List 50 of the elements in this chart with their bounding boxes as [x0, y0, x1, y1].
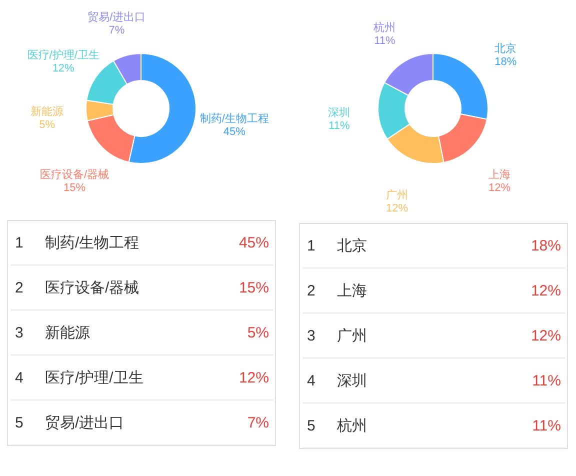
slice-label: 新能源 [30, 105, 64, 118]
category-label: 贸易/进出口 [45, 414, 124, 432]
text: 12% [238, 370, 269, 386]
slice-label: 贸易/进出口 [88, 10, 146, 24]
text: 2 [15, 280, 24, 296]
text: 7% [247, 414, 269, 432]
category-label: 北京 [337, 238, 367, 254]
category-label: 医疗/护理/卫生 [45, 370, 144, 386]
text: 11% [532, 418, 561, 434]
text: 1 [307, 238, 316, 254]
text: 12% [530, 328, 561, 344]
category-label: 上海 [337, 282, 367, 300]
text: 15% [238, 280, 269, 296]
text: 3 [307, 328, 316, 344]
data-label: 12% [52, 62, 75, 75]
text: 5% [247, 324, 269, 342]
text: 3 [15, 324, 24, 342]
slice-label: 杭州 [372, 20, 396, 34]
slice-label: 医疗设备/器械 [40, 168, 110, 181]
category-label: 医疗设备/器械 [45, 280, 140, 296]
text: 2 [307, 282, 316, 300]
text: 4 [15, 370, 24, 386]
category-label: 深圳 [337, 372, 367, 390]
slice-label: 制药/生物工程 [200, 112, 269, 126]
data-label: 7% [108, 24, 125, 37]
data-label: 5% [39, 119, 56, 132]
slice-label: 深圳 [328, 106, 350, 120]
text: 12% [530, 282, 561, 300]
data-label: 18% [494, 56, 517, 68]
category-label: 制药/生物工程 [45, 234, 140, 252]
data-label: 15% [64, 182, 86, 194]
data-label: 45% [223, 126, 246, 138]
text: 4 [307, 372, 316, 390]
data-label: 11% [328, 120, 350, 132]
text: 5 [15, 414, 24, 432]
text: 45% [238, 234, 269, 252]
slice-label: 医疗/护理/卫生 [27, 48, 100, 62]
text: 18% [530, 238, 561, 254]
text: 1 [15, 234, 24, 252]
data-label: 11% [374, 34, 396, 47]
data-label: 12% [386, 202, 408, 214]
text: 11% [532, 372, 561, 390]
slice-label: 北京 [494, 42, 517, 55]
slice-label: 广州 [386, 188, 408, 202]
text: 5 [307, 418, 316, 434]
category-label: 广州 [337, 328, 367, 344]
slice-label: 上海 [488, 168, 510, 181]
category-label: 新能源 [45, 324, 90, 342]
data-label: 12% [488, 182, 511, 194]
category-label: 杭州 [337, 418, 367, 434]
